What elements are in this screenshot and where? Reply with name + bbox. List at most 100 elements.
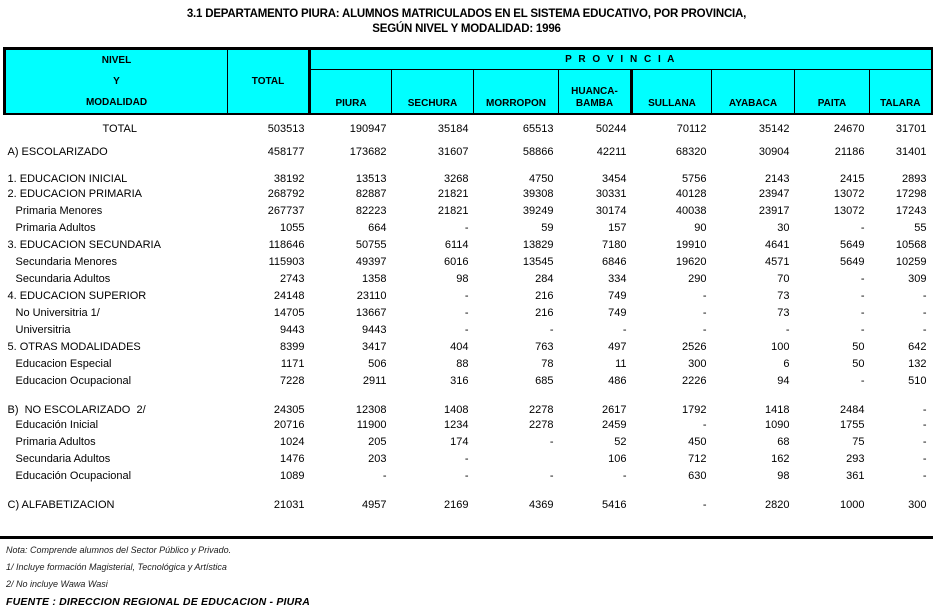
value-cell: - <box>549 435 554 448</box>
row-label: C) ALFABETIZACION <box>7 499 115 511</box>
value-cell: 1234 <box>444 418 469 431</box>
col-header-talara: TALARA <box>869 68 933 115</box>
value-cell: 21186 <box>834 146 865 158</box>
table-row: 5. OTRAS MODALIDADES 8399 3417 404 763 497 252… <box>5 338 932 355</box>
value-cell: 10568 <box>895 238 927 251</box>
value-cell: 6114 <box>444 238 469 251</box>
value-cell: 2278 <box>529 404 554 416</box>
value-cell: 334 <box>608 272 627 285</box>
value-cell: 1358 <box>362 272 387 285</box>
value-cell: 39249 <box>522 204 554 217</box>
value-cell: 290 <box>688 272 707 285</box>
row-label: Secundaria Adultos <box>15 272 111 285</box>
table-row: TOTAL 503513 190947 35184 65513 50244 70112 351… <box>5 114 932 135</box>
value-cell: - <box>382 469 387 482</box>
value-cell: 30174 <box>595 204 627 217</box>
value-cell: 52 <box>614 435 627 448</box>
value-cell: 749 <box>608 289 627 302</box>
value-cell: 749 <box>608 306 627 319</box>
value-cell: 13072 <box>833 204 865 217</box>
row-label: 1. EDUCACION INICIAL <box>7 173 128 185</box>
value-cell: - <box>922 452 927 465</box>
value-cell: 2226 <box>682 374 707 387</box>
value-cell: 42211 <box>596 146 627 158</box>
table-header: NIVEL Y MODALIDAD TOTAL P R O V I N C I … <box>3 47 933 115</box>
value-cell: 23110 <box>356 289 387 302</box>
value-cell: 7228 <box>280 374 305 387</box>
value-cell: 5756 <box>682 173 707 185</box>
value-cell: 35142 <box>758 123 790 135</box>
table-row: 2. EDUCACION PRIMARIA 268792 82887 21821 393… <box>5 185 932 202</box>
value-cell: - <box>702 323 707 336</box>
value-cell: 2911 <box>362 374 387 387</box>
col-group-header-provincia: P R O V I N C I A <box>309 47 933 70</box>
value-cell: 31607 <box>437 146 469 158</box>
table-row: Universitria 9443 9443 - - - - - - - <box>5 321 932 338</box>
value-cell: 9443 <box>280 323 305 336</box>
value-cell: 13667 <box>355 306 387 319</box>
value-cell: 49397 <box>355 255 387 268</box>
table-row: Educación Inicial 20716 11900 1234 2278 2459 -… <box>5 416 932 433</box>
value-cell: - <box>860 374 865 387</box>
source-line: FUENTE : DIRECCION REGIONAL DE EDUCACION… <box>6 596 310 605</box>
value-cell: - <box>702 499 707 511</box>
table-row: 4. EDUCACION SUPERIOR 24148 23110 - 216 749 - 7… <box>5 287 932 304</box>
value-cell: - <box>464 469 469 482</box>
value-cell: 98 <box>777 469 790 482</box>
table-row: B) NO ESCOLARIZADO 2/24305 12308 1408 2278 2… <box>5 389 932 416</box>
value-cell: 68 <box>777 435 790 448</box>
value-cell: 31701 <box>895 123 927 135</box>
page-title: 3.1 DEPARTAMENTO PIURA: ALUMNOS MATRICUL… <box>0 0 933 37</box>
value-cell: 68320 <box>675 146 707 158</box>
value-cell: 174 <box>450 435 469 448</box>
value-cell: 13513 <box>355 173 387 185</box>
value-cell: 14705 <box>273 306 305 319</box>
row-label: Primaria Adultos <box>15 435 96 448</box>
value-cell: - <box>860 323 865 336</box>
value-cell: 75 <box>852 435 865 448</box>
value-cell: 4571 <box>765 255 790 268</box>
value-cell: 13829 <box>522 238 554 251</box>
value-cell: 1055 <box>280 221 305 234</box>
table-row: Primaria Adultos 1055 664 - 59 157 90 30 - 55 <box>5 219 932 236</box>
value-cell: 55 <box>914 221 927 234</box>
value-cell: - <box>464 221 469 234</box>
value-cell: 2278 <box>529 418 554 431</box>
value-cell: 11 <box>615 357 627 370</box>
value-cell: 2484 <box>840 404 865 416</box>
value-cell: - <box>922 435 927 448</box>
title-line-1: 3.1 DEPARTAMENTO PIURA: ALUMNOS MATRICUL… <box>186 8 747 20</box>
value-cell: 5416 <box>602 499 627 511</box>
value-cell: 2526 <box>682 340 707 353</box>
footnotes: Nota: Comprende alumnos del Sector Públi… <box>6 545 927 605</box>
value-cell: 190947 <box>349 123 387 135</box>
value-cell: 31401 <box>895 146 927 158</box>
table-bottom-rule <box>0 536 933 539</box>
value-cell: - <box>922 469 927 482</box>
value-cell: - <box>702 306 707 319</box>
value-cell: 73 <box>777 289 790 302</box>
value-cell: 1024 <box>280 435 305 448</box>
table-row: Educacion Ocupacional 7228 2911 316 685 486 22… <box>5 372 932 389</box>
value-cell: 1089 <box>280 469 305 482</box>
value-cell: 2169 <box>444 499 469 511</box>
value-cell: - <box>464 323 469 336</box>
value-cell: 50 <box>852 357 865 370</box>
value-cell: 2820 <box>765 499 790 511</box>
row-label: Educación Ocupacional <box>15 469 132 482</box>
table-row: Primaria Adultos 1024 205 174 - 52 450 68 75 - <box>5 433 932 450</box>
footnote-1: 1/ Incluye formación Magisterial, Tecnol… <box>6 562 227 572</box>
row-label: Educacion Ocupacional <box>15 374 132 387</box>
value-cell: 115903 <box>268 255 305 268</box>
value-cell: - <box>549 323 554 336</box>
value-cell: 205 <box>368 435 387 448</box>
value-cell: 2617 <box>602 404 627 416</box>
value-cell: 30 <box>777 221 790 234</box>
row-label: 3. EDUCACION SECUNDARIA <box>7 238 161 251</box>
value-cell: 284 <box>535 272 554 285</box>
value-cell: - <box>622 323 627 336</box>
row-label: Educacion Especial <box>15 357 112 370</box>
row-label: Secundaria Adultos <box>15 452 111 465</box>
value-cell: - <box>785 323 790 336</box>
row-label: 5. OTRAS MODALIDADES <box>7 340 141 353</box>
